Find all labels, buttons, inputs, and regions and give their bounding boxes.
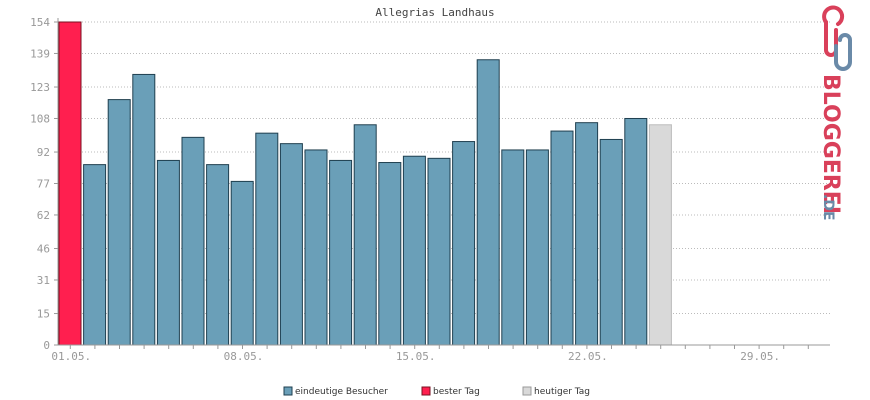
bar-eindeutige-besucher [378,162,402,346]
y-tick-label: 62 [37,209,50,222]
bar-eindeutige-besucher [624,117,648,346]
bar-eindeutige-besucher [279,143,303,346]
x-tick-label: 22.05. [568,350,608,363]
bar-eindeutige-besucher [353,124,377,346]
y-tick-label: 123 [30,81,50,94]
bar-eindeutige-besucher [501,149,525,346]
bar-bester-tag [58,21,82,346]
legend: eindeutige Besucher bester Tag heutiger Ta… [283,386,590,397]
legend-swatch [421,386,431,396]
bars [58,21,672,346]
bar-eindeutige-besucher [83,164,107,346]
bar-eindeutige-besucher [525,149,549,346]
bar-eindeutige-besucher [329,159,353,346]
logo-wordmark: BLOGGEREI [818,74,843,214]
legend-swatch [522,386,532,396]
x-tick-label: 29.05. [740,350,780,363]
bar-eindeutige-besucher [206,164,230,346]
logo-suffix: .DE [820,194,836,221]
legend-label: eindeutige Besucher [295,387,388,397]
y-tick-label: 92 [37,146,50,159]
bloggerei-logo: BLOGGEREI .DE [818,5,852,221]
x-tick-label: 01.05. [51,350,91,363]
legend-label: bester Tag [433,387,480,397]
bar-heutiger-tag [648,124,672,346]
bar-eindeutige-besucher [550,130,574,346]
y-tick-label: 46 [37,243,50,256]
bar-eindeutige-besucher [156,159,180,346]
bar-eindeutige-besucher [107,99,131,346]
bar-eindeutige-besucher [304,149,328,346]
bar-eindeutige-besucher [575,122,599,346]
axes: 0 15 31 46 62 77 92 108 123 139 154 01.05. 08.05. 15.… [30,16,830,363]
bar-eindeutige-besucher [255,132,279,346]
y-tick-label: 154 [30,16,50,29]
bar-eindeutige-besucher [181,136,205,346]
bar-eindeutige-besucher [599,138,623,346]
legend-label: heutiger Tag [534,387,590,397]
x-tick-label: 08.05. [224,350,264,363]
bar-eindeutige-besucher [132,73,156,346]
bar-eindeutige-besucher [452,141,476,346]
bar-eindeutige-besucher [476,59,500,346]
y-tick-label: 77 [37,178,50,191]
y-tick-label: 0 [43,339,50,352]
bar-eindeutige-besucher [427,157,451,346]
legend-swatch [283,386,293,396]
bar-eindeutige-besucher [230,180,254,346]
chart-title: Allegrias Landhaus [375,6,494,19]
x-tick-label: 15.05. [396,350,436,363]
y-tick-label: 139 [30,47,50,60]
y-tick-label: 108 [30,112,50,125]
y-tick-label: 15 [37,308,50,321]
bloggerei-chain-logo-icon [822,5,852,71]
y-tick-label: 31 [37,274,50,287]
bar-eindeutige-besucher [402,155,426,346]
